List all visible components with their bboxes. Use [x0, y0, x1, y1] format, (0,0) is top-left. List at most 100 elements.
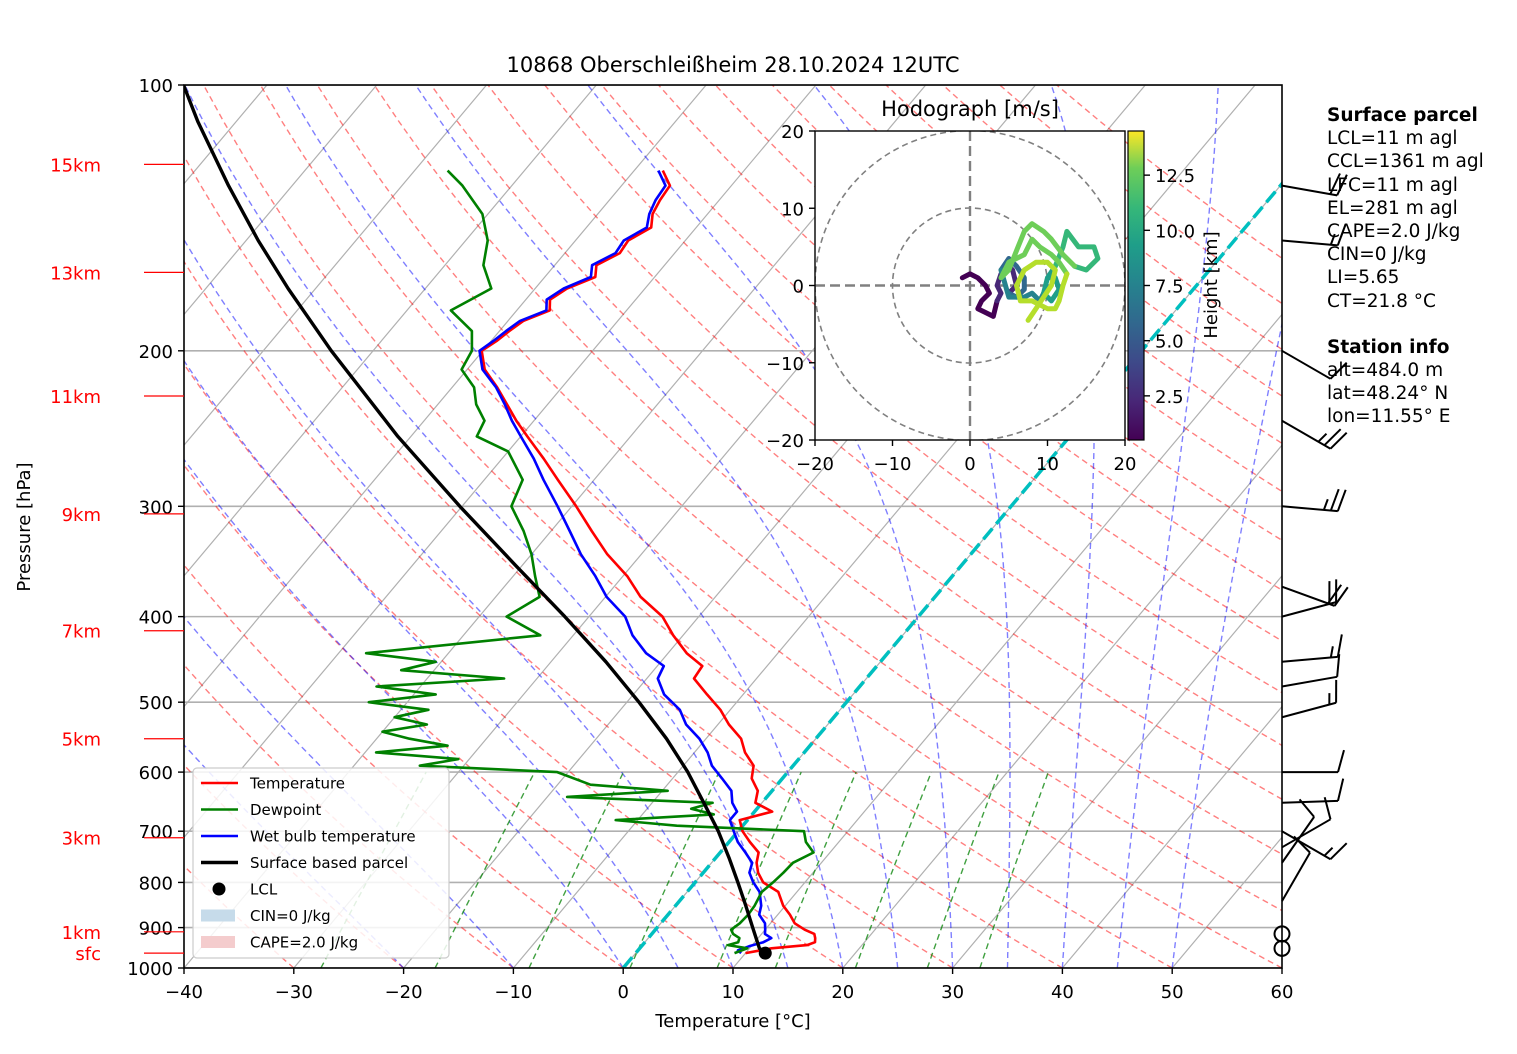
barb-half-flag	[1323, 846, 1334, 857]
li-value: LI=5.65	[1327, 267, 1400, 289]
mixing-ratio-line	[926, 771, 1000, 968]
moist-adiabat-line	[184, 238, 734, 968]
hodograph-colorbar	[1127, 130, 1145, 441]
wind-barb	[1281, 223, 1347, 247]
station-longitude: lon=11.55° E	[1327, 406, 1451, 428]
legend-swatch	[212, 882, 226, 896]
height-label: 3km	[62, 829, 101, 850]
y-tick-label: 300	[139, 497, 173, 518]
legend-swatch	[201, 909, 235, 922]
barb-staff	[1281, 830, 1331, 861]
wind-barb	[1281, 419, 1348, 450]
dry-adiabat-line	[828, 85, 1282, 445]
hodograph-x-tick-label: 0	[964, 454, 975, 475]
x-tick-label: 50	[1161, 982, 1184, 1003]
isotherm-line	[732, 313, 1282, 968]
legend-label: CAPE=2.0 J/kg	[250, 934, 358, 952]
barb-staff	[1281, 349, 1331, 380]
wind-barb	[1281, 488, 1347, 513]
height-label: 5km	[62, 730, 101, 751]
dry-adiabat-line	[259, 85, 1282, 968]
legend-box	[192, 767, 450, 959]
temperature-line	[480, 170, 817, 955]
mixing-ratio-line	[528, 771, 625, 968]
wind-barb	[1281, 778, 1345, 804]
colorbar-tick-label: 7.5	[1155, 277, 1184, 298]
barb-flag	[1337, 749, 1345, 773]
height-label: 7km	[62, 622, 101, 643]
hodograph-x-tick-label: −10	[874, 454, 912, 475]
barb-flag	[1329, 842, 1348, 860]
hodograph-y-tick-label: 10	[781, 199, 804, 220]
height-label: 13km	[50, 263, 101, 284]
height-label: 1km	[62, 923, 101, 944]
barb-half-flag	[1329, 233, 1336, 246]
wind-barb	[1281, 797, 1332, 849]
x-tick-label: 10	[722, 982, 745, 1003]
isotherm-line	[184, 85, 487, 447]
isotherm-line	[842, 444, 1282, 968]
isotherm-line	[1061, 705, 1282, 968]
mixing-ratio-line	[979, 771, 1049, 968]
legend-label: CIN=0 J/kg	[250, 907, 331, 925]
barb-flag	[1329, 431, 1348, 450]
wind-barb	[1281, 584, 1349, 607]
wind-barb	[1281, 654, 1341, 688]
wind-barb	[1281, 679, 1338, 719]
barb-flag	[1293, 835, 1311, 854]
ct-value: CT=21.8 °C	[1327, 290, 1436, 312]
barb-flag	[1329, 173, 1341, 195]
parcel-info-panel: Surface parcel LCL=11 m agl CCL=1361 m a…	[1327, 104, 1484, 429]
dry-adiabat-line	[430, 85, 1282, 801]
hodograph-y-tick-label: 20	[781, 122, 804, 143]
x-tick-label: −20	[385, 982, 423, 1003]
wet-bulb-line	[478, 170, 773, 955]
height-label: sfc	[75, 944, 101, 965]
mixing-ratio-line	[716, 771, 802, 968]
dry-adiabat-line	[202, 85, 1173, 968]
barb-flag	[1333, 586, 1349, 607]
isotherm-line	[952, 574, 1282, 968]
hodograph-trace	[1006, 221, 1078, 273]
moist-adiabat-line	[284, 85, 844, 968]
station-info-heading: Station info	[1327, 336, 1450, 358]
barb-flag	[1336, 634, 1343, 658]
hodograph-trace	[1041, 263, 1062, 304]
y-tick-label: 800	[139, 873, 173, 894]
y-tick-label: 100	[139, 76, 173, 97]
chart-title: 10868 Oberschleißheim 28.10.2024 12UTC	[507, 53, 960, 77]
colorbar-tick-label: 10.0	[1155, 221, 1195, 242]
mixing-ratio-line	[629, 771, 720, 968]
legend-swatch	[201, 936, 235, 948]
x-tick-label: 0	[617, 982, 628, 1003]
barb-flag	[1323, 797, 1332, 820]
barb-staff	[1281, 818, 1331, 849]
dry-adiabat-line	[184, 260, 953, 968]
isotherm-line	[184, 85, 707, 708]
y-axis-label: Pressure [hPa]	[14, 462, 35, 591]
cin-value: CIN=0 J/kg	[1327, 244, 1427, 266]
cape-value: CAPE=2.0 J/kg	[1327, 221, 1461, 243]
moist-adiabat-line	[184, 615, 514, 968]
colorbar-tick-label: 2.5	[1155, 387, 1184, 408]
moist-adiabat-line	[1116, 85, 1219, 968]
barb-flag	[1336, 489, 1347, 512]
hodograph-trace	[1014, 259, 1070, 323]
dry-adiabat-line	[184, 564, 624, 968]
x-tick-label: 60	[1271, 982, 1294, 1003]
legend-label: Wet bulb temperature	[250, 828, 416, 846]
moist-adiabat-line	[184, 458, 624, 968]
wind-barb	[1282, 749, 1345, 774]
barb-staff	[1281, 419, 1331, 450]
lcl-value: LCL=11 m agl	[1327, 128, 1458, 150]
barb-half-flag	[1322, 498, 1329, 511]
hodograph-trace	[1052, 228, 1101, 273]
y-tick-label: 1000	[127, 959, 173, 980]
x-tick-label: 40	[1051, 982, 1074, 1003]
x-axis-label: Temperature [°C]	[654, 1011, 810, 1032]
hodograph-x-tick-label: −20	[796, 454, 834, 475]
y-tick-label: 700	[139, 822, 173, 843]
isotherm-line	[184, 85, 597, 577]
mixing-ratio-line	[854, 771, 933, 968]
